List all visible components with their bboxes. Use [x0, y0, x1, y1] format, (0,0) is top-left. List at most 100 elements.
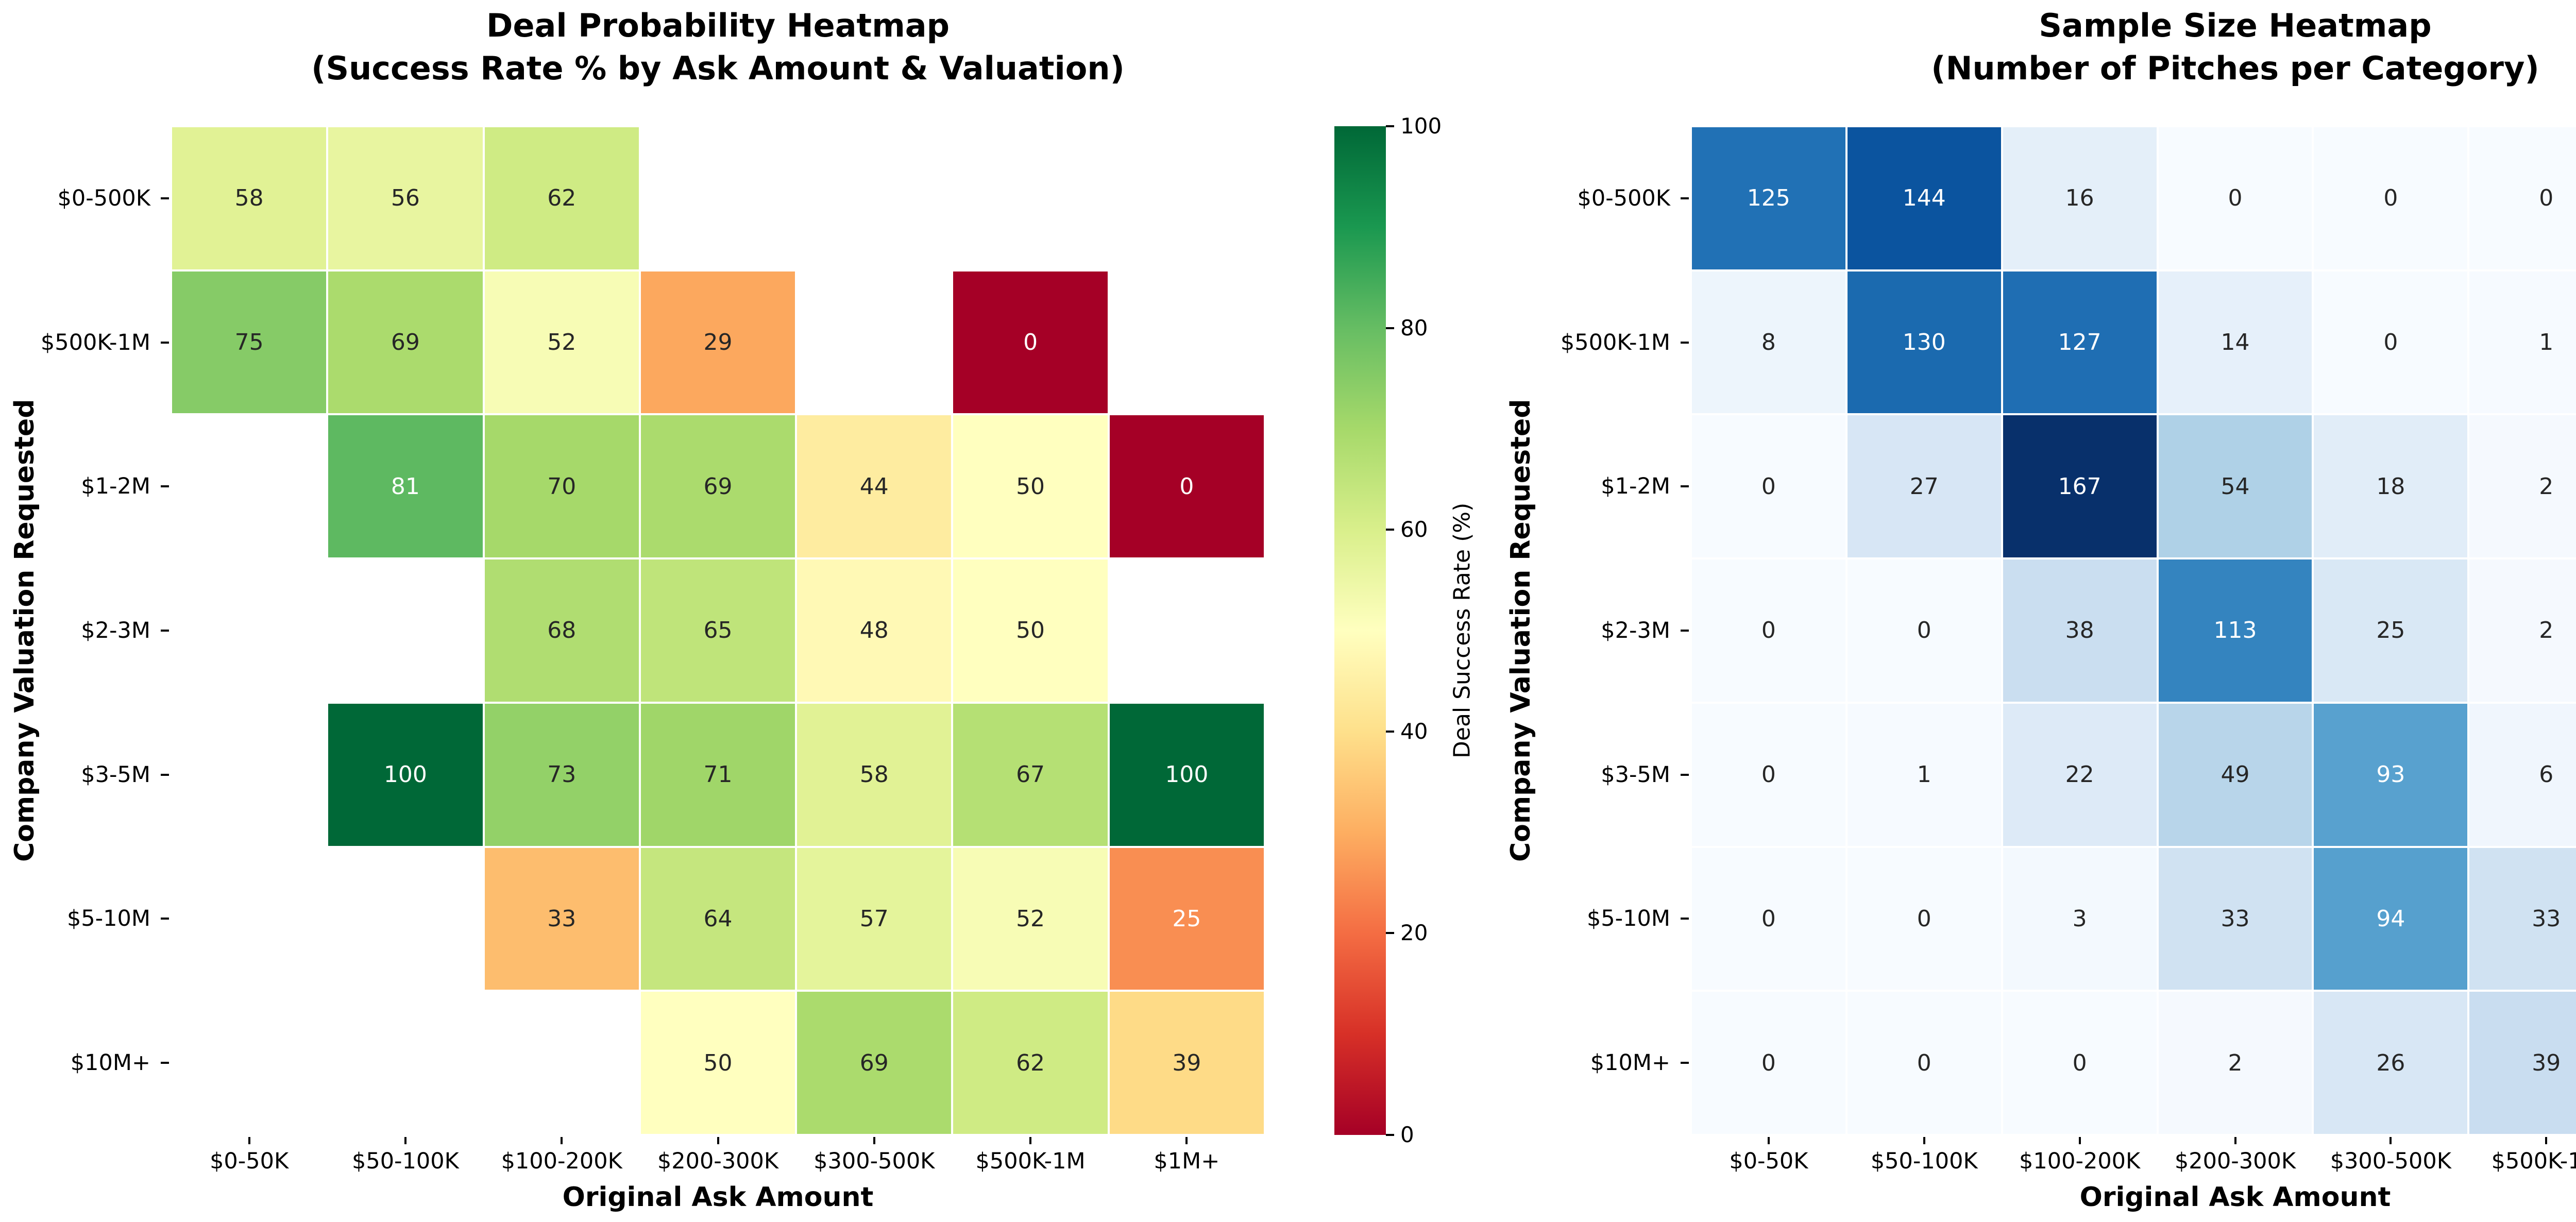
heatmap-cell: 75 — [172, 271, 327, 414]
y-tick-mark — [1681, 630, 1689, 632]
x-tick-mark — [2545, 1137, 2548, 1144]
y-tick-label: $0-500K — [1577, 185, 1670, 211]
heatmap-cell: 0 — [1847, 559, 2001, 702]
heatmap-cell: 38 — [2003, 559, 2157, 702]
heatmap-cell: 0 — [1847, 847, 2001, 990]
heatmap-cell: 57 — [797, 847, 952, 990]
heatmap-cell: 29 — [640, 271, 795, 414]
heatmap-cell: 50 — [953, 559, 1108, 702]
x-tick-label: $50-100K — [1870, 1148, 1978, 1174]
heatmap-cell: 54 — [2158, 415, 2312, 558]
heatmap-cell: 2 — [2158, 992, 2312, 1134]
x-tick-label: $500K-1M — [2491, 1148, 2576, 1174]
heatmap-cell: 113 — [2158, 559, 2312, 702]
heatmap-cell: 25 — [1109, 847, 1264, 990]
heatmap-cell: 0 — [1692, 847, 1845, 990]
heatmap-cell: 58 — [172, 127, 327, 269]
heatmap-cell: 33 — [2158, 847, 2312, 990]
heatmap-cell: 0 — [1692, 559, 1845, 702]
x-tick-label: $100-200K — [2019, 1148, 2141, 1174]
heatmap-cell: 81 — [328, 415, 483, 558]
heatmap-cell: 100 — [328, 703, 483, 846]
x-tick-label: $1M+ — [1154, 1148, 1220, 1174]
heatmap-cell: 65 — [640, 559, 795, 702]
y-tick-label: $3-5M — [1601, 761, 1670, 788]
heatmap-cell: 0 — [2003, 992, 2157, 1134]
x-tick-mark — [1767, 1137, 1770, 1144]
y-tick-mark — [161, 197, 169, 199]
x-tick-mark — [717, 1137, 719, 1144]
heatmap-cell: 39 — [2469, 992, 2576, 1134]
y-tick-mark — [1681, 773, 1689, 776]
heatmap-cell: 52 — [484, 271, 639, 414]
y-tick-label: $5-10M — [1586, 906, 1670, 932]
heatmap-cell: 22 — [2003, 703, 2157, 846]
heatmap-cell: 3 — [2003, 847, 2157, 990]
y-tick-mark — [1681, 485, 1689, 488]
y-tick-mark — [161, 1062, 169, 1064]
heatmap-cell: 71 — [640, 703, 795, 846]
y-tick-mark — [1681, 1062, 1689, 1064]
y-tick-mark — [161, 341, 169, 344]
x-tick-mark — [248, 1137, 250, 1144]
y-tick-label: $3-5M — [81, 761, 150, 788]
colorbar-tick-mark — [1386, 730, 1394, 733]
heatmap-cell: 125 — [1692, 127, 1845, 269]
heatmap-cell: 50 — [953, 415, 1108, 558]
colorbar-tick-label: 60 — [1400, 517, 1428, 542]
heatmap-cell: 64 — [640, 847, 795, 990]
heatmap-cell: 0 — [1109, 415, 1264, 558]
colorbar-tick-mark — [1386, 327, 1394, 329]
x-axis-title-left: Original Ask Amount — [562, 1182, 874, 1213]
heatmap-cell: 62 — [953, 992, 1108, 1134]
y-tick-label: $10M+ — [1590, 1050, 1670, 1076]
y-tick-label: $0-500K — [57, 185, 150, 211]
heatmap-cell: 44 — [797, 415, 952, 558]
x-tick-label: $0-50K — [210, 1148, 289, 1174]
colorbar-tick-mark — [1386, 932, 1394, 935]
heatmap-cell: 6 — [2469, 703, 2576, 846]
heatmap-cell: 33 — [2469, 847, 2576, 990]
y-tick-label: $500K-1M — [1560, 329, 1670, 355]
colorbar-tick-mark — [1386, 1134, 1394, 1136]
y-tick-mark — [1681, 341, 1689, 344]
heatmap-cell: 27 — [1847, 415, 2001, 558]
x-tick-label: $100-200K — [501, 1148, 622, 1174]
heatmap-cell: 144 — [1847, 127, 2001, 269]
heatmap-cell: 2 — [2469, 559, 2576, 702]
x-tick-mark — [1185, 1137, 1188, 1144]
colorbar-tick-label: 80 — [1400, 315, 1428, 341]
chart-title-right: Sample Size Heatmap (Number of Pitches p… — [1931, 7, 2539, 88]
heatmap-cell: 39 — [1109, 992, 1264, 1134]
heatmap-cell: 56 — [328, 127, 483, 269]
colorbar-tick-label: 0 — [1400, 1122, 1414, 1147]
heatmap-cell: 25 — [2314, 559, 2468, 702]
heatmap-cell: 0 — [1692, 415, 1845, 558]
x-tick-mark — [561, 1137, 563, 1144]
colorbar-title-left: Deal Success Rate (%) — [1449, 502, 1476, 759]
heatmap-cell: 69 — [797, 992, 952, 1134]
heatmap-cell: 0 — [1692, 992, 1845, 1134]
heatmap-cell: 1 — [2469, 271, 2576, 414]
heatmap-cell: 69 — [640, 415, 795, 558]
x-tick-mark — [2234, 1137, 2236, 1144]
x-tick-mark — [404, 1137, 406, 1144]
y-tick-mark — [161, 773, 169, 776]
x-tick-label: $0-50K — [1729, 1148, 1808, 1174]
x-tick-mark — [873, 1137, 875, 1144]
y-tick-label: $1-2M — [81, 473, 150, 500]
x-tick-mark — [2078, 1137, 2081, 1144]
heatmap-cell: 0 — [2314, 127, 2468, 269]
x-tick-label: $200-300K — [657, 1148, 779, 1174]
x-tick-mark — [2389, 1137, 2392, 1144]
heatmap-cell: 100 — [1109, 703, 1264, 846]
heatmap-cell: 18 — [2314, 415, 2468, 558]
colorbar-tick-label: 20 — [1400, 920, 1428, 946]
colorbar-tick-label: 100 — [1400, 113, 1442, 139]
heatmap-cell: 73 — [484, 703, 639, 846]
y-tick-mark — [161, 630, 169, 632]
heatmap-cell: 49 — [2158, 703, 2312, 846]
heatmap-cell: 0 — [2158, 127, 2312, 269]
heatmap-cell: 0 — [953, 271, 1108, 414]
